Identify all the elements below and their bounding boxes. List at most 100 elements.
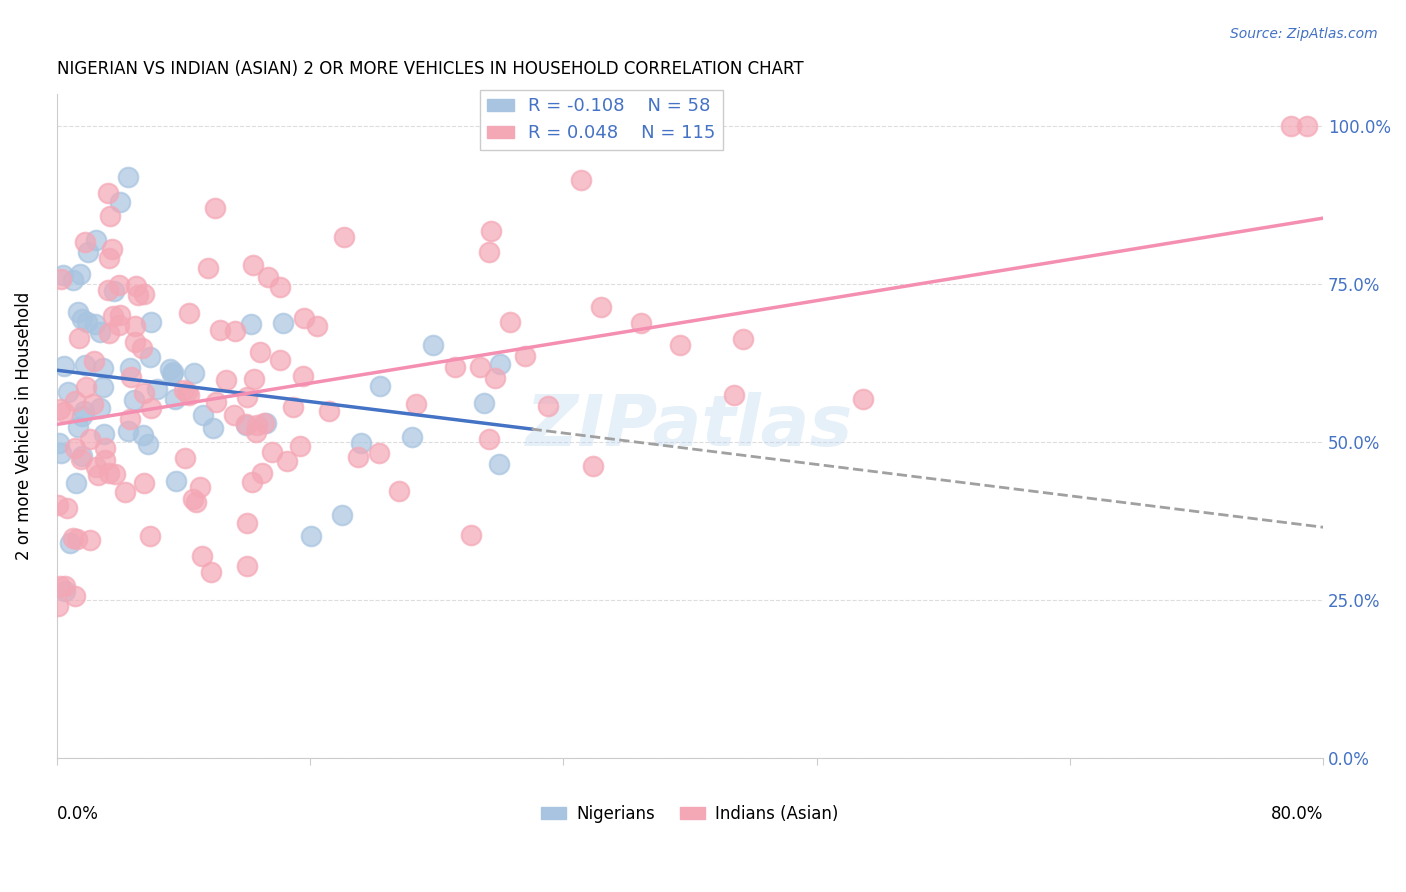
Point <box>242 372 264 386</box>
Point <box>91 361 114 376</box>
Point <box>162 365 184 379</box>
Point <box>55 500 77 515</box>
Point <box>246 418 269 433</box>
Point <box>166 474 188 488</box>
Point <box>141 401 163 416</box>
Point <box>484 371 506 385</box>
Point <box>581 459 603 474</box>
Point <box>127 288 149 302</box>
Point <box>405 397 427 411</box>
Text: ZIPatlas: ZIPatlas <box>526 392 853 461</box>
Point <box>132 386 155 401</box>
Point <box>204 201 226 215</box>
Point <box>59 536 82 550</box>
Text: NIGERIAN VS INDIAN (ASIAN) 2 OR MORE VEHICLES IN HOUSEHOLD CORRELATION CHART: NIGERIAN VS INDIAN (ASIAN) 2 OR MORE VEH… <box>56 60 803 78</box>
Point <box>94 441 117 455</box>
Point <box>65 590 87 604</box>
Point <box>368 378 391 392</box>
Point <box>257 269 280 284</box>
Point <box>77 245 100 260</box>
Legend: Nigerians, Indians (Asian): Nigerians, Indians (Asian) <box>534 798 845 830</box>
Point <box>91 379 114 393</box>
Point <box>70 450 93 464</box>
Point <box>478 432 501 446</box>
Point <box>75 380 97 394</box>
Point <box>160 367 183 381</box>
Point <box>236 516 259 530</box>
Point <box>125 279 148 293</box>
Point <box>139 315 162 329</box>
Point <box>254 417 277 431</box>
Point <box>70 452 93 467</box>
Point <box>422 338 444 352</box>
Point <box>131 341 153 355</box>
Point <box>132 427 155 442</box>
Point <box>460 528 482 542</box>
Point <box>333 229 356 244</box>
Text: 0.0%: 0.0% <box>56 805 98 822</box>
Point <box>179 387 201 401</box>
Point <box>63 442 86 456</box>
Point <box>488 457 510 471</box>
Point <box>120 412 142 426</box>
Point <box>49 446 72 460</box>
Point <box>98 252 121 266</box>
Point <box>183 366 205 380</box>
Point <box>58 384 80 399</box>
Point <box>669 338 692 352</box>
Point <box>48 498 70 512</box>
Point <box>388 484 411 499</box>
Point <box>103 284 125 298</box>
Point <box>53 583 76 598</box>
Point <box>146 382 169 396</box>
Point <box>468 360 491 375</box>
Point <box>52 405 75 419</box>
Point <box>97 466 120 480</box>
Point <box>79 533 101 547</box>
Point <box>48 579 70 593</box>
Point <box>299 529 322 543</box>
Point <box>134 475 156 490</box>
Point <box>349 435 371 450</box>
Point <box>318 404 340 418</box>
Point <box>478 245 501 260</box>
Point <box>197 260 219 275</box>
Point <box>124 334 146 349</box>
Point <box>260 445 283 459</box>
Point <box>201 420 224 434</box>
Point <box>107 277 129 292</box>
Point <box>104 467 127 482</box>
Point <box>67 305 90 319</box>
Point <box>66 533 89 547</box>
Point <box>292 311 315 326</box>
Point <box>53 359 76 373</box>
Point <box>215 373 238 387</box>
Point <box>165 392 187 407</box>
Point <box>65 476 87 491</box>
Point <box>138 350 160 364</box>
Point <box>179 306 201 320</box>
Point <box>49 402 72 417</box>
Point <box>87 468 110 483</box>
Point <box>93 426 115 441</box>
Point <box>63 393 86 408</box>
Point <box>136 437 159 451</box>
Text: Source: ZipAtlas.com: Source: ZipAtlas.com <box>1230 27 1378 41</box>
Point <box>46 599 69 613</box>
Point <box>291 369 314 384</box>
Point <box>1281 119 1303 133</box>
Point <box>53 579 76 593</box>
Point <box>69 331 91 345</box>
Point <box>79 432 101 446</box>
Point <box>269 353 291 368</box>
Point <box>235 417 257 432</box>
Point <box>94 453 117 467</box>
Point <box>48 436 70 450</box>
Point <box>73 235 96 249</box>
Text: 80.0%: 80.0% <box>1271 805 1323 822</box>
Point <box>513 349 536 363</box>
Point <box>240 475 263 490</box>
Point <box>120 370 142 384</box>
Point <box>191 408 214 422</box>
Point <box>132 286 155 301</box>
